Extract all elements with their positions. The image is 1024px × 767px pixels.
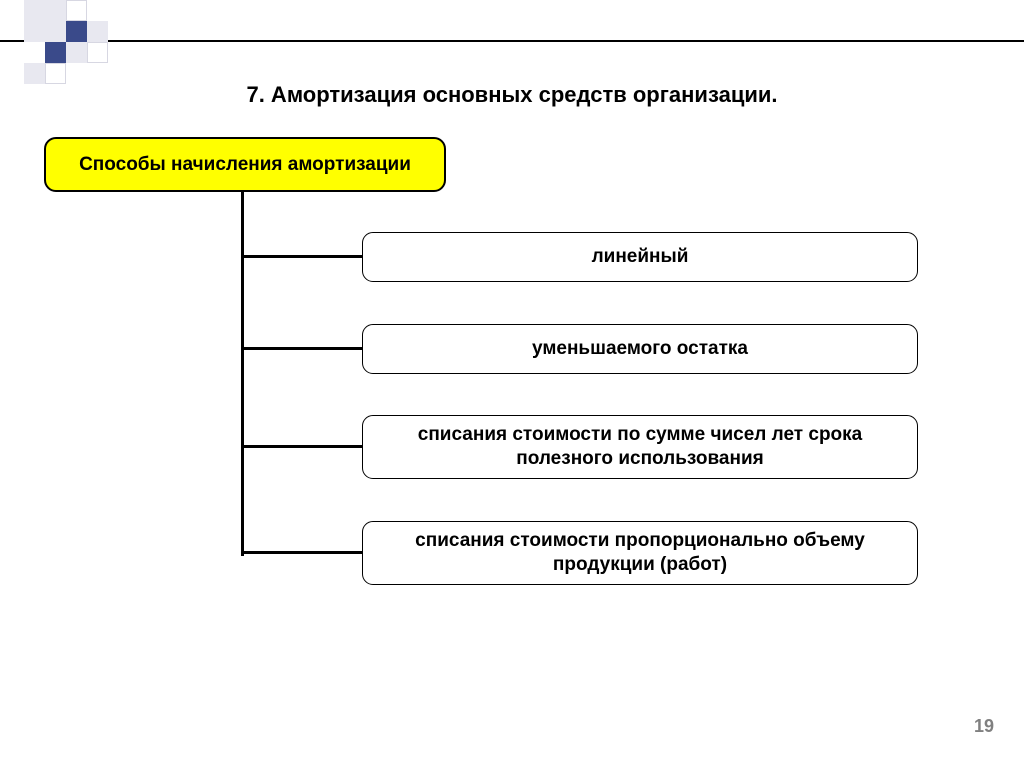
connector-trunk	[241, 192, 244, 556]
child-box-label: уменьшаемого остатка	[532, 337, 748, 361]
child-box: списания стоимости пропорционально объем…	[362, 521, 918, 585]
decor-square	[24, 63, 45, 84]
child-box: списания стоимости по сумме чисел лет ср…	[362, 415, 918, 479]
connector-branch	[242, 551, 362, 554]
decor-square	[24, 42, 45, 63]
connector-branch	[242, 445, 362, 448]
decor-square	[66, 0, 87, 21]
child-box: уменьшаемого остатка	[362, 324, 918, 374]
top-divider	[0, 40, 1024, 42]
child-box-label: линейный	[592, 245, 689, 269]
decor-squares	[24, 0, 108, 84]
connector-branch	[242, 347, 362, 350]
decor-square	[87, 0, 108, 21]
root-box-label: Способы начисления амортизации	[79, 154, 411, 176]
decor-square	[87, 42, 108, 63]
child-box: линейный	[362, 232, 918, 282]
connector-branch	[242, 255, 362, 258]
decor-square	[66, 21, 87, 42]
child-box-label: списания стоимости пропорционально объем…	[381, 529, 899, 577]
page-title: 7. Амортизация основных средств организа…	[0, 82, 1024, 108]
root-box: Способы начисления амортизации	[44, 137, 446, 192]
page-number: 19	[974, 716, 994, 737]
decor-square	[66, 42, 87, 63]
decor-square	[45, 42, 66, 63]
decor-square	[87, 21, 108, 42]
decor-square	[24, 0, 66, 42]
child-box-label: списания стоимости по сумме чисел лет ср…	[381, 423, 899, 471]
decor-square	[45, 63, 66, 84]
